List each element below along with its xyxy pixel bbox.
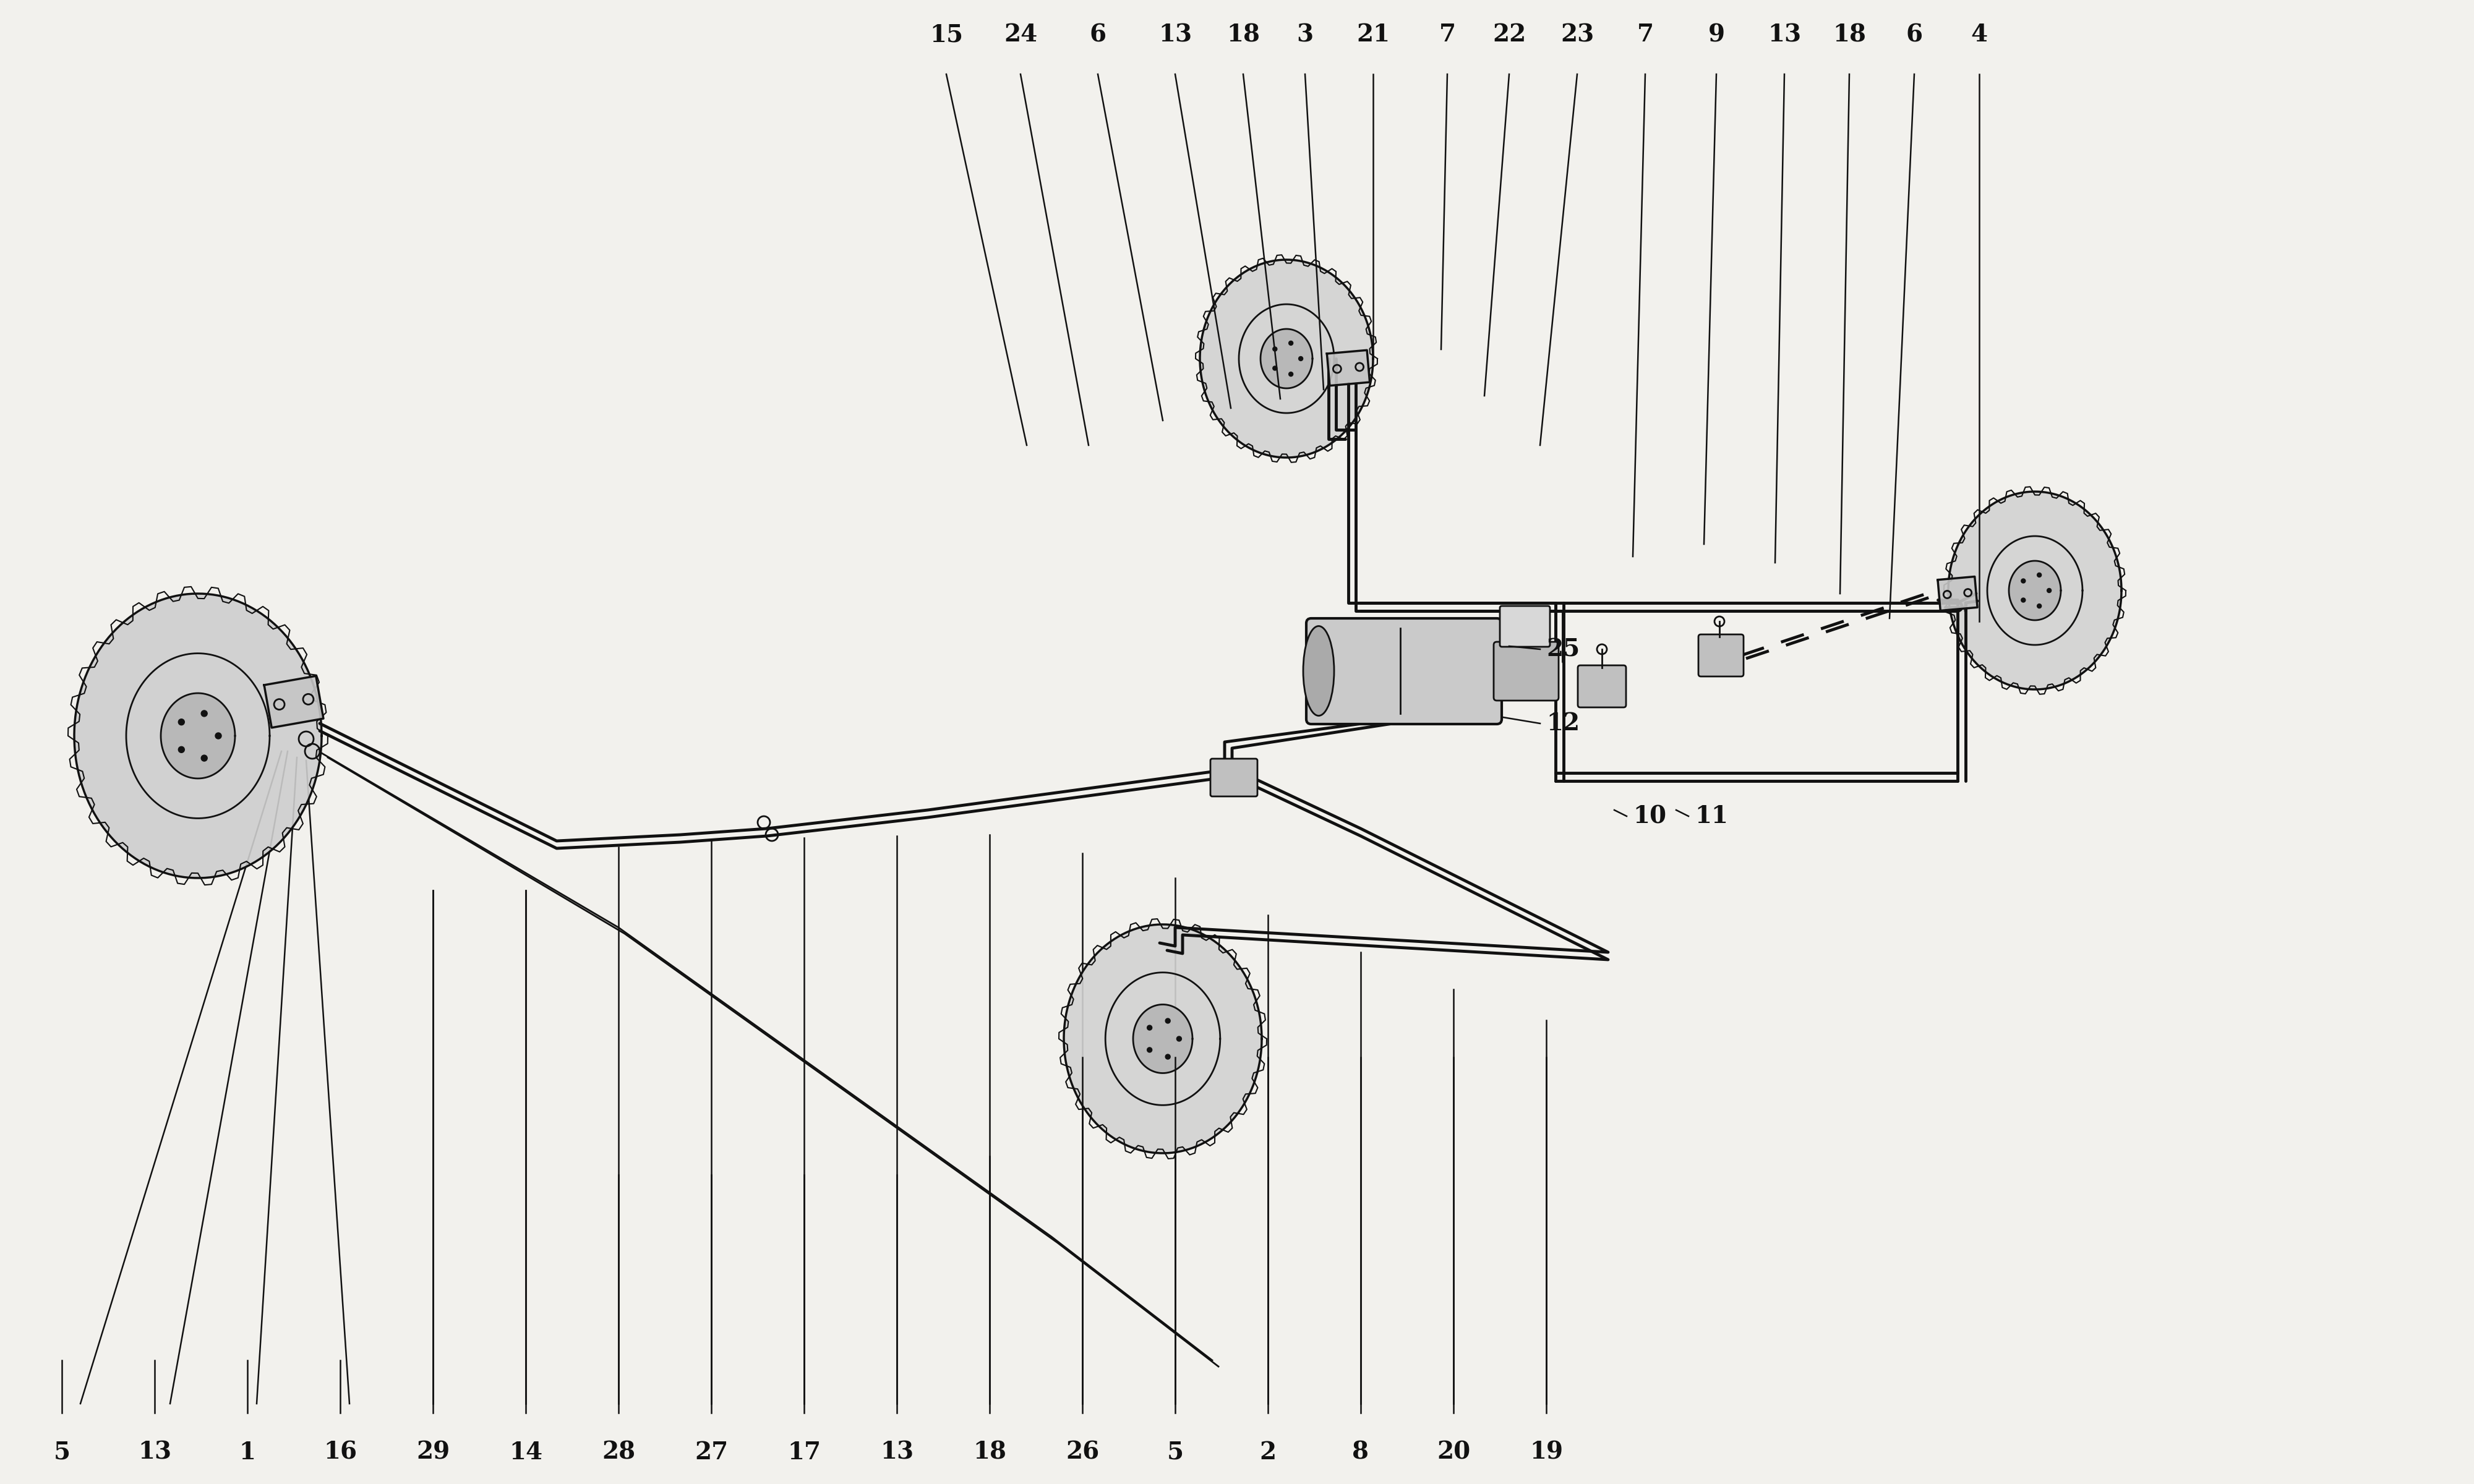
Text: 19: 19: [1529, 1441, 1564, 1465]
Text: 13: 13: [1766, 22, 1801, 46]
Text: 22: 22: [1492, 22, 1526, 46]
Circle shape: [200, 755, 208, 761]
Text: 18: 18: [972, 1441, 1007, 1465]
Text: 21: 21: [1356, 22, 1390, 46]
Text: 6: 6: [1905, 22, 1922, 46]
Circle shape: [1148, 1025, 1153, 1030]
Text: 20: 20: [1437, 1441, 1470, 1465]
Circle shape: [178, 746, 186, 752]
Polygon shape: [1133, 1005, 1192, 1073]
Text: 8: 8: [1353, 1441, 1368, 1465]
Polygon shape: [1326, 350, 1371, 386]
Text: 6: 6: [1089, 22, 1106, 46]
Circle shape: [178, 718, 186, 726]
Circle shape: [1165, 1018, 1170, 1024]
Circle shape: [1272, 367, 1277, 371]
Text: 2: 2: [1259, 1441, 1277, 1465]
Text: 11: 11: [1695, 804, 1727, 828]
FancyBboxPatch shape: [1499, 605, 1549, 647]
Text: 15: 15: [930, 22, 962, 46]
Circle shape: [2036, 573, 2041, 577]
Text: 5: 5: [54, 1441, 69, 1465]
FancyBboxPatch shape: [1494, 641, 1559, 700]
Text: 18: 18: [1227, 22, 1259, 46]
Polygon shape: [161, 693, 235, 779]
Polygon shape: [265, 675, 324, 727]
FancyBboxPatch shape: [1578, 665, 1625, 708]
Circle shape: [200, 711, 208, 717]
Text: 7: 7: [1638, 22, 1653, 46]
Text: 17: 17: [787, 1441, 821, 1465]
Ellipse shape: [1304, 626, 1333, 715]
Text: 24: 24: [1004, 22, 1037, 46]
Text: 27: 27: [695, 1441, 727, 1465]
Polygon shape: [1262, 329, 1311, 389]
Text: 1: 1: [240, 1441, 255, 1465]
Text: 12: 12: [1546, 712, 1581, 735]
Circle shape: [2021, 598, 2026, 603]
Text: 10: 10: [1633, 804, 1667, 828]
Circle shape: [1148, 1048, 1153, 1052]
Circle shape: [1165, 1054, 1170, 1060]
Circle shape: [1178, 1036, 1183, 1042]
Polygon shape: [2009, 561, 2061, 620]
Polygon shape: [1937, 577, 1977, 610]
FancyBboxPatch shape: [1306, 619, 1502, 724]
Text: 13: 13: [139, 1441, 171, 1465]
FancyBboxPatch shape: [1697, 635, 1744, 677]
Polygon shape: [1200, 260, 1373, 457]
Text: 13: 13: [1158, 22, 1192, 46]
FancyBboxPatch shape: [1210, 758, 1257, 797]
Text: 9: 9: [1707, 22, 1724, 46]
Circle shape: [2046, 588, 2051, 592]
Polygon shape: [74, 594, 322, 879]
Circle shape: [2036, 604, 2041, 608]
Text: 14: 14: [510, 1441, 542, 1465]
Text: 18: 18: [1833, 22, 1865, 46]
Text: 7: 7: [1440, 22, 1455, 46]
Text: 29: 29: [416, 1441, 450, 1465]
Text: 16: 16: [324, 1441, 356, 1465]
Circle shape: [2021, 579, 2026, 583]
Circle shape: [1299, 356, 1304, 361]
Text: 23: 23: [1561, 22, 1593, 46]
Text: 4: 4: [1972, 22, 1987, 46]
Text: 28: 28: [601, 1441, 636, 1465]
Polygon shape: [1950, 491, 2123, 690]
Circle shape: [1289, 341, 1294, 346]
Circle shape: [1272, 347, 1277, 352]
Polygon shape: [1064, 925, 1262, 1153]
Text: 26: 26: [1066, 1441, 1098, 1465]
Text: 3: 3: [1296, 22, 1314, 46]
Circle shape: [1289, 372, 1294, 377]
Circle shape: [215, 733, 223, 739]
Text: 13: 13: [881, 1441, 913, 1465]
Text: 5: 5: [1168, 1441, 1183, 1465]
Text: 25: 25: [1546, 638, 1581, 660]
